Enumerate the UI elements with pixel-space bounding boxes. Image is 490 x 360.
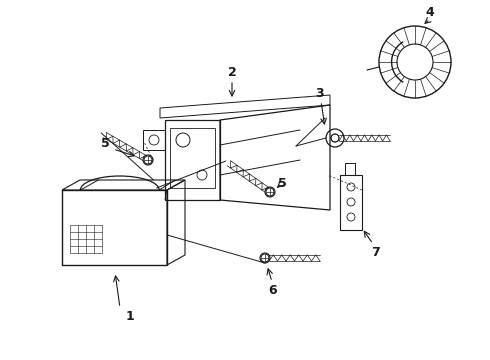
Text: 5: 5 <box>278 176 286 189</box>
Text: 7: 7 <box>370 246 379 258</box>
Bar <box>62 190 167 265</box>
Bar <box>165 120 220 200</box>
Text: 3: 3 <box>316 86 324 99</box>
Text: 5: 5 <box>100 136 109 149</box>
Bar <box>170 128 215 188</box>
Text: 4: 4 <box>426 5 434 18</box>
Text: 6: 6 <box>269 284 277 297</box>
Text: 1: 1 <box>125 310 134 323</box>
Text: 2: 2 <box>228 66 236 78</box>
Bar <box>340 175 362 230</box>
